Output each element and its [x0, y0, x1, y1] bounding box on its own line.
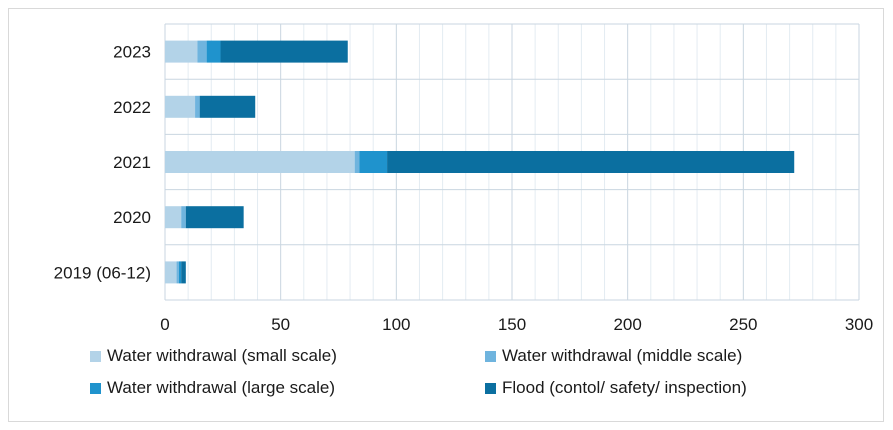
x-tick-label: 300 — [845, 315, 873, 334]
bar-segment-2019-06-12--series-2 — [178, 261, 182, 284]
bar-segment-2019-06-12--series-3 — [181, 261, 186, 284]
y-tick-label: 2020 — [113, 208, 151, 227]
bar-segment-2021-series-0 — [165, 151, 355, 173]
legend-swatch — [90, 350, 101, 362]
legend-item-flood: Flood (contol/ safety/ inspection) — [485, 378, 880, 398]
x-tick-label: 100 — [382, 315, 410, 334]
bar-segment-2022-series-3 — [199, 95, 256, 118]
y-tick-label: 2023 — [113, 43, 151, 62]
bar-segment-2022-series-1 — [195, 95, 200, 118]
bar-segment-2021-series-2 — [359, 151, 388, 173]
x-axis-labels: 0 50 100 150 200 250 300 — [160, 315, 873, 334]
x-tick-label: 150 — [498, 315, 526, 334]
legend-label: Water withdrawal (large scale) — [107, 378, 335, 397]
x-tick-label: 250 — [729, 315, 757, 334]
bar-segment-2022-series-0 — [165, 95, 196, 118]
bar-segment-2023-series-1 — [197, 40, 207, 63]
y-tick-label: 2019 (06-12) — [54, 263, 151, 282]
chart-frame — [8, 8, 884, 422]
y-tick-label: 2021 — [113, 153, 151, 172]
legend-label: Water withdrawal (small scale) — [107, 346, 337, 365]
legend-swatch — [485, 382, 496, 394]
bar-segment-2020-series-3 — [185, 206, 244, 229]
y-axis-labels: 2023 2022 2021 2020 2019 (06-12) — [54, 43, 151, 283]
legend-label: Flood (contol/ safety/ inspection) — [502, 378, 747, 397]
bar-segment-2021-series-3 — [387, 151, 795, 173]
legend-item-middle-scale: Water withdrawal (middle scale) — [485, 346, 880, 366]
bar-segment-2023-series-0 — [165, 40, 198, 63]
bar-segment-2023-series-2 — [206, 40, 221, 63]
legend-swatch — [90, 382, 101, 394]
legend-item-small-scale: Water withdrawal (small scale) — [90, 346, 485, 366]
y-tick-label: 2022 — [113, 98, 151, 117]
legend-swatch — [485, 350, 496, 362]
x-tick-label: 0 — [160, 315, 169, 334]
bar-segment-2020-series-1 — [181, 206, 186, 229]
bar-segment-2019-06-12--series-0 — [165, 261, 177, 284]
legend-item-large-scale: Water withdrawal (large scale) — [90, 378, 485, 398]
legend-label: Water withdrawal (middle scale) — [502, 346, 743, 365]
x-tick-label: 50 — [271, 315, 290, 334]
bar-segment-2023-series-3 — [220, 40, 348, 63]
bar-segment-2020-series-0 — [165, 206, 182, 229]
x-tick-label: 200 — [613, 315, 641, 334]
bar-segment-2021-series-1 — [354, 151, 360, 173]
bar-segment-2019-06-12--series-1 — [176, 261, 179, 284]
legend: Water withdrawal (small scale) Water wit… — [90, 346, 870, 398]
bar-layer — [165, 40, 795, 284]
